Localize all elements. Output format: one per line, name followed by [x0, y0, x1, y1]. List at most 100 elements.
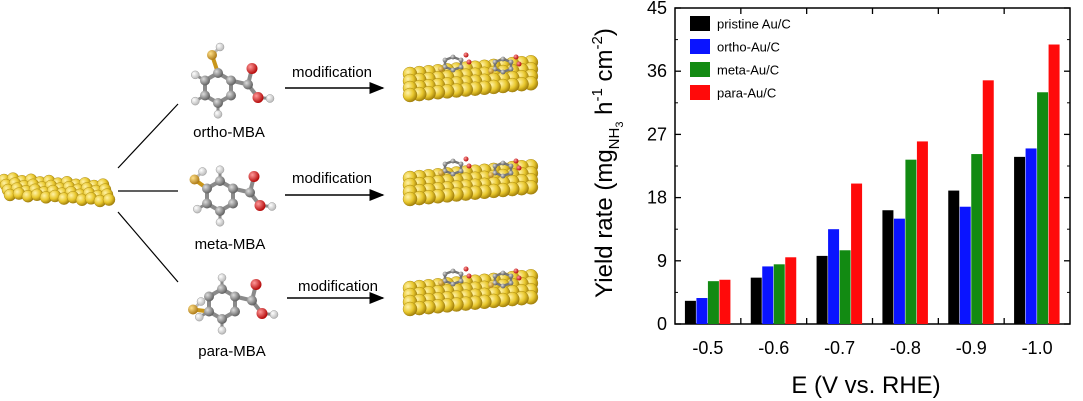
carbon-atom	[229, 306, 240, 317]
carbon-atom	[244, 187, 255, 198]
plot-border	[674, 7, 1071, 325]
bar-para-au-c--0.7	[851, 183, 863, 324]
sulfur-atom	[438, 280, 444, 286]
carbon-atom	[492, 170, 498, 176]
carbon-atom	[213, 98, 223, 108]
bar-para-au-c--1.0	[1048, 44, 1060, 324]
carbon-atom	[458, 271, 464, 277]
yield-rate-bar-chart: 0 9 18 27 36 45 -0.5 -0.6 -0.7 -0.8 -0.9 -1.0 pris…	[589, 0, 1071, 399]
carbon-atom	[442, 168, 448, 174]
sulfur-atom	[488, 282, 494, 288]
hydrogen-atom	[217, 326, 227, 335]
sulfur-atom	[438, 66, 444, 72]
bar-meta-au-c--1.0	[1037, 92, 1049, 325]
modification-arrow-3: modification	[287, 278, 385, 304]
x-tick-label: -0.7	[824, 338, 855, 358]
carbon-atom	[450, 268, 456, 274]
carbon-atom	[492, 163, 498, 169]
x-axis-ticks: -0.5 -0.6 -0.7 -0.8 -0.9 -1.0	[692, 8, 1053, 358]
pristine-gold-slab	[0, 172, 116, 208]
carbon-atom	[229, 291, 240, 302]
oxygen-atom	[463, 52, 469, 58]
hydrogen-atom	[215, 165, 225, 174]
bar-meta-au-c--0.5	[707, 281, 719, 324]
y-tick-label: 45	[647, 0, 667, 18]
para-mba-label: para-MBA	[198, 343, 266, 360]
sulfur-atom	[438, 170, 444, 176]
x-tick-label: -0.8	[890, 338, 921, 358]
hydrogen-atom	[191, 70, 200, 80]
oxygen-atom	[250, 279, 262, 290]
carbon-atom	[450, 158, 456, 164]
para-mba-molecule	[188, 273, 279, 335]
carbon-atom	[458, 168, 464, 174]
carbon-atom	[225, 90, 236, 101]
carbon-atom	[500, 160, 506, 166]
hydrogen-atom	[269, 310, 279, 319]
oxygen-atom	[463, 266, 469, 272]
carbon-atom	[458, 64, 464, 70]
sulfur-atom	[188, 304, 199, 315]
y-tick-label: 18	[647, 188, 667, 208]
para-modified-gold-slab	[402, 266, 539, 317]
legend-label: pristine Au/C	[717, 17, 791, 32]
carbon-atom	[492, 280, 498, 286]
plot-frame	[674, 7, 1071, 325]
carbon-atom	[492, 59, 498, 65]
bar-pristine-au-c--0.6	[750, 277, 762, 324]
sulfur-atom	[189, 174, 200, 185]
x-tick-label: -0.5	[692, 338, 723, 358]
meta-mba-molecule	[189, 165, 277, 227]
carbon-atom	[204, 291, 215, 302]
carbon-atom	[200, 90, 211, 101]
modification-scheme: ortho-MBA meta-MBA para-MBA modification…	[0, 42, 539, 360]
legend: pristine Au/C ortho-Au/C meta-Au/C para-Au/…	[690, 16, 791, 101]
sulfur-atom	[488, 68, 494, 74]
legend-swatch	[690, 16, 710, 31]
carbon-atom	[242, 79, 253, 90]
carbon-atom	[458, 278, 464, 284]
bar-meta-au-c--0.8	[905, 159, 917, 324]
oxygen-atom	[516, 275, 522, 281]
carbon-atom	[200, 75, 211, 86]
carbon-atom	[450, 281, 456, 287]
carbon-atom	[508, 280, 514, 286]
carbon-atom	[202, 183, 213, 194]
carbon-atom	[215, 206, 225, 216]
carbon-atom	[213, 68, 223, 78]
carbon-atom	[508, 163, 514, 169]
hydrogen-atom	[217, 273, 227, 282]
hydrogen-atom	[267, 202, 277, 211]
gold-atom	[402, 87, 418, 103]
carbon-atom	[458, 161, 464, 167]
carbon-atom	[442, 271, 448, 277]
bar-pristine-au-c--0.5	[684, 300, 696, 324]
x-tick-label: -1.0	[1022, 338, 1053, 358]
carbon-atom	[202, 198, 213, 209]
oxygen-atom	[252, 92, 264, 103]
bar-ortho-au-c--0.5	[696, 298, 708, 324]
oxygen-atom	[248, 171, 260, 182]
bar-para-au-c--0.8	[916, 141, 928, 324]
bar-ortho-au-c--0.9	[959, 206, 971, 324]
hydrogen-atom	[213, 110, 223, 119]
bar-para-au-c--0.9	[982, 80, 994, 324]
hydrogen-atom	[195, 312, 204, 322]
bar-meta-au-c--0.9	[971, 154, 983, 324]
oxygen-atom	[516, 61, 522, 67]
sulfur-atom	[488, 172, 494, 178]
modification-label: modification	[292, 170, 372, 187]
carbon-atom	[204, 306, 215, 317]
legend-swatch	[690, 39, 710, 54]
carbon-atom	[508, 170, 514, 176]
carbon-atom	[246, 295, 257, 306]
bar-ortho-au-c--1.0	[1025, 148, 1037, 324]
ortho-modified-gold-slab	[402, 52, 539, 103]
bars	[684, 44, 1060, 325]
legend-swatch	[690, 62, 710, 77]
x-axis-title: E (V vs. RHE)	[791, 372, 940, 399]
modification-arrow-2: modification	[285, 170, 385, 201]
y-tick-label: 0	[657, 314, 667, 334]
legend-label: meta-Au/C	[717, 63, 779, 78]
legend-label: ortho-Au/C	[717, 40, 780, 55]
